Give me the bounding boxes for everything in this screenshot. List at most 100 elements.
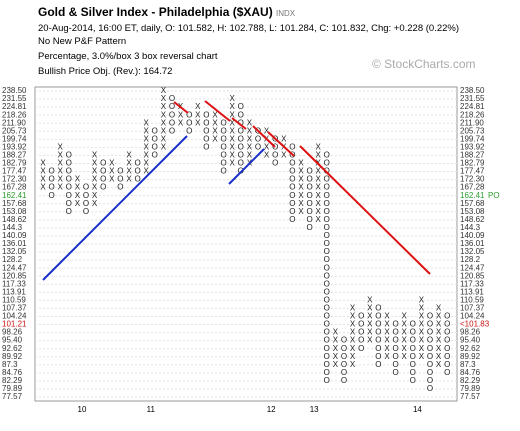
box: X bbox=[264, 151, 270, 160]
box: O bbox=[306, 183, 312, 192]
box: X bbox=[195, 102, 201, 111]
box: O bbox=[289, 215, 295, 224]
y-tick-label: 117.33 bbox=[2, 279, 26, 288]
box: O bbox=[66, 199, 72, 208]
box: X bbox=[436, 360, 442, 369]
box: X bbox=[402, 344, 408, 353]
box: X bbox=[92, 167, 98, 176]
box: O bbox=[427, 320, 433, 329]
y-tick-label-right: 182.79 bbox=[460, 159, 485, 168]
box: X bbox=[247, 142, 253, 151]
y-tick-label: 120.85 bbox=[2, 271, 27, 280]
box: O bbox=[169, 110, 175, 119]
box: O bbox=[220, 151, 226, 160]
pattern: No New P&F Pattern bbox=[38, 36, 126, 47]
box: O bbox=[289, 142, 295, 151]
box: X bbox=[230, 151, 236, 160]
box: O bbox=[341, 368, 347, 377]
box: O bbox=[83, 207, 89, 216]
y-tick-label: 218.26 bbox=[2, 110, 27, 119]
y-tick-label: 136.01 bbox=[2, 239, 27, 248]
box: O bbox=[324, 320, 330, 329]
box: O bbox=[427, 328, 433, 337]
box: O bbox=[186, 126, 192, 135]
box: X bbox=[109, 159, 115, 168]
y-tick-label-right: 211.90 bbox=[460, 118, 484, 127]
box: O bbox=[203, 110, 209, 119]
box: X bbox=[109, 175, 115, 184]
box: X bbox=[247, 134, 253, 143]
y-tick-label-right: 92.62 bbox=[460, 344, 481, 353]
box: O bbox=[306, 207, 312, 216]
resistance-line bbox=[252, 125, 276, 148]
y-tick-label: 157.68 bbox=[2, 199, 27, 208]
box: X bbox=[230, 134, 236, 143]
box: X bbox=[333, 360, 339, 369]
box: X bbox=[264, 142, 270, 151]
box: X bbox=[144, 167, 150, 176]
y-tick-label: 113.91 bbox=[2, 287, 26, 296]
box: X bbox=[350, 344, 356, 353]
box: O bbox=[324, 336, 330, 345]
box: X bbox=[298, 191, 304, 200]
box: O bbox=[272, 142, 278, 151]
y-tick-label-right: 89.92 bbox=[460, 352, 481, 361]
box: X bbox=[298, 167, 304, 176]
box: O bbox=[324, 328, 330, 337]
box: X bbox=[92, 159, 98, 168]
box: X bbox=[195, 110, 201, 119]
box: X bbox=[350, 360, 356, 369]
objective: Bullish Price Obj. (Rev.): 164.72 bbox=[38, 66, 172, 77]
y-tick-label: 231.55 bbox=[2, 94, 27, 103]
box: O bbox=[289, 159, 295, 168]
y-tick-label: 77.57 bbox=[2, 392, 23, 401]
y-tick-label: 193.92 bbox=[2, 142, 27, 151]
box: X bbox=[316, 142, 322, 151]
box: O bbox=[444, 344, 450, 353]
box: O bbox=[134, 175, 140, 184]
box: O bbox=[48, 191, 54, 200]
box: O bbox=[324, 287, 330, 296]
box: X bbox=[350, 320, 356, 329]
box: X bbox=[75, 175, 81, 184]
box: X bbox=[161, 142, 167, 151]
box: X bbox=[281, 134, 287, 143]
box: X bbox=[419, 295, 425, 304]
box: X bbox=[178, 110, 184, 119]
box: O bbox=[289, 191, 295, 200]
box: O bbox=[341, 352, 347, 361]
box: O bbox=[427, 352, 433, 361]
y-tick-label: 92.62 bbox=[2, 344, 23, 353]
y-tick-label-right: 120.85 bbox=[460, 271, 485, 280]
box: X bbox=[436, 312, 442, 321]
box: X bbox=[316, 215, 322, 224]
box: O bbox=[289, 167, 295, 176]
box: X bbox=[161, 86, 167, 95]
box: X bbox=[92, 183, 98, 192]
box: O bbox=[324, 360, 330, 369]
box: O bbox=[152, 142, 158, 151]
box: O bbox=[375, 344, 381, 353]
y-tick-label-right: 107.37 bbox=[460, 304, 485, 313]
box: O bbox=[324, 304, 330, 313]
box: O bbox=[220, 118, 226, 127]
box: X bbox=[350, 352, 356, 361]
box: O bbox=[238, 151, 244, 160]
box: X bbox=[436, 352, 442, 361]
y-tick-label: 132.05 bbox=[2, 247, 27, 256]
box: O bbox=[238, 102, 244, 111]
box: O bbox=[427, 376, 433, 385]
box: O bbox=[358, 344, 364, 353]
support-line bbox=[228, 148, 265, 185]
resistance-line bbox=[231, 117, 247, 130]
box: O bbox=[324, 191, 330, 200]
box: X bbox=[230, 118, 236, 127]
box: X bbox=[436, 328, 442, 337]
box: O bbox=[392, 352, 398, 361]
box: O bbox=[427, 360, 433, 369]
box: O bbox=[203, 118, 209, 127]
box: O bbox=[324, 279, 330, 288]
box: X bbox=[316, 183, 322, 192]
y-tick-label-right: 132.05 bbox=[460, 247, 485, 256]
